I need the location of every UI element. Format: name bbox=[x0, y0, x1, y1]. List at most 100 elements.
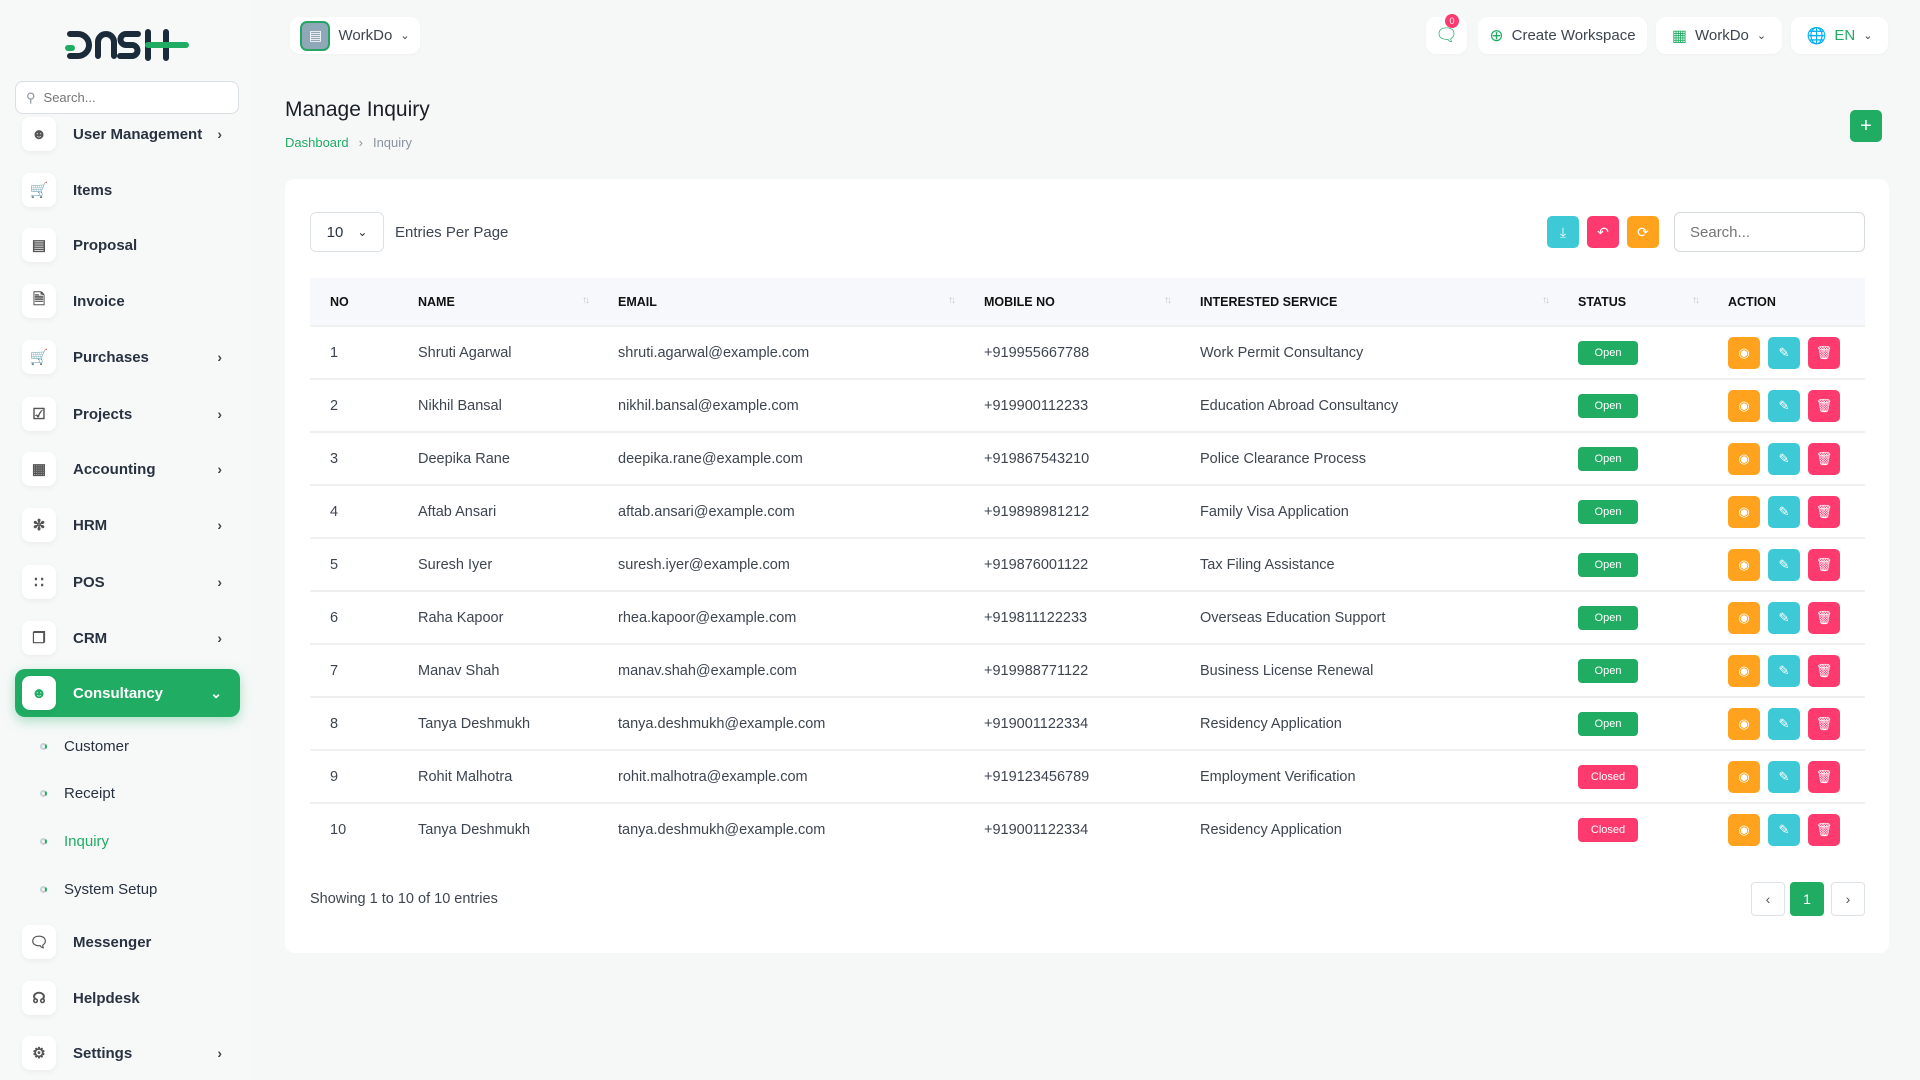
edit-button[interactable]: ✎ bbox=[1768, 389, 1800, 422]
view-button[interactable]: ◉ bbox=[1728, 495, 1760, 528]
sidebar-item-label: Purchases bbox=[73, 348, 149, 366]
sidebar-item-consultancy[interactable]: ☻ Consultancy ⌄ bbox=[15, 669, 240, 717]
sidebar-subitem-inquiry[interactable]: Inquiry bbox=[40, 826, 109, 856]
page-title: Manage Inquiry bbox=[285, 98, 430, 121]
cell-mobile: +919867543210 bbox=[964, 431, 1180, 485]
table-row: 4 Aftab Ansari aftab.ansari@example.com +91… bbox=[310, 484, 1865, 538]
sidebar-subitem-receipt[interactable]: Receipt bbox=[40, 778, 115, 808]
view-button[interactable]: ◉ bbox=[1728, 654, 1760, 687]
entries-per-page-label: Entries Per Page bbox=[395, 224, 509, 241]
refresh-icon: ⟳ bbox=[1637, 223, 1649, 240]
sidebar-item-hrm[interactable]: ✼ HRM › bbox=[15, 501, 240, 549]
pencil-icon: ✎ bbox=[1778, 715, 1790, 731]
delete-button[interactable]: 🗑 bbox=[1808, 814, 1840, 846]
pagination-prev[interactable]: ‹ bbox=[1751, 882, 1785, 916]
table-search-input[interactable] bbox=[1674, 212, 1865, 252]
sidebar-item-messenger[interactable]: 🗨 Messenger bbox=[15, 918, 240, 966]
delete-button[interactable]: 🗑 bbox=[1808, 336, 1840, 369]
edit-button[interactable]: ✎ bbox=[1768, 336, 1800, 369]
create-workspace-button[interactable]: ⊕ Create Workspace bbox=[1478, 17, 1647, 54]
sidebar-item-invoice[interactable]: 🗎 Invoice bbox=[15, 277, 240, 325]
edit-button[interactable]: ✎ bbox=[1768, 601, 1800, 634]
view-button[interactable]: ◉ bbox=[1728, 389, 1760, 422]
view-button[interactable]: ◉ bbox=[1728, 442, 1760, 475]
trash-icon: 🗑 bbox=[1815, 609, 1833, 625]
column-header-status[interactable]: STATUS ↑↓ bbox=[1558, 278, 1708, 326]
cell-mobile: +919900112233 bbox=[964, 378, 1180, 432]
view-button[interactable]: ◉ bbox=[1728, 601, 1760, 634]
chat-button[interactable]: 🗨 0 bbox=[1426, 14, 1467, 54]
message-icon: 🗨 bbox=[22, 925, 56, 959]
eye-icon: ◉ bbox=[1738, 715, 1750, 731]
users-icon: ☻ bbox=[22, 117, 56, 151]
cell-mobile: +919898981212 bbox=[964, 484, 1180, 538]
sidebar-subitem-system-setup[interactable]: System Setup bbox=[40, 874, 157, 904]
edit-button[interactable]: ✎ bbox=[1768, 495, 1800, 528]
chevron-down-icon: ⌄ bbox=[357, 225, 368, 239]
cell-mobile: +919001122334 bbox=[964, 696, 1180, 750]
view-button[interactable]: ◉ bbox=[1728, 336, 1760, 369]
reset-button[interactable]: ↶ bbox=[1587, 216, 1619, 248]
sort-icon: ↑↓ bbox=[582, 295, 590, 306]
sort-icon: ↑↓ bbox=[1164, 295, 1172, 306]
sidebar-subitem-customer[interactable]: Customer bbox=[40, 731, 129, 761]
delete-button[interactable]: 🗑 bbox=[1808, 601, 1840, 634]
sidebar-item-proposal[interactable]: ▤ Proposal bbox=[15, 221, 240, 269]
pagination-next[interactable]: › bbox=[1831, 882, 1865, 916]
edit-button[interactable]: ✎ bbox=[1768, 442, 1800, 475]
sidebar-item-projects[interactable]: ☑ Projects › bbox=[15, 390, 240, 438]
delete-button[interactable]: 🗑 bbox=[1808, 389, 1840, 422]
edit-button[interactable]: ✎ bbox=[1768, 654, 1800, 687]
sidebar-item-settings[interactable]: ⚙ Settings › bbox=[15, 1029, 240, 1077]
cell-mobile: +919123456789 bbox=[964, 749, 1180, 803]
sidebar-item-items[interactable]: 🛒 Items bbox=[15, 166, 240, 214]
column-header-interested-service[interactable]: INTERESTED SERVICE ↑↓ bbox=[1180, 278, 1558, 326]
edit-button[interactable]: ✎ bbox=[1768, 707, 1800, 740]
sidebar-search[interactable]: ⚲ bbox=[15, 81, 239, 114]
language-dropdown[interactable]: 🌐 EN ⌄ bbox=[1791, 17, 1888, 54]
delete-button[interactable]: 🗑 bbox=[1808, 654, 1840, 687]
sidebar-item-purchases[interactable]: 🛒 Purchases › bbox=[15, 333, 240, 381]
sidebar-item-accounting[interactable]: ▦ Accounting › bbox=[15, 445, 240, 493]
delete-button[interactable]: 🗑 bbox=[1808, 495, 1840, 528]
view-button[interactable]: ◉ bbox=[1728, 707, 1760, 740]
delete-button[interactable]: 🗑 bbox=[1808, 548, 1840, 581]
column-header-mobile-no[interactable]: MOBILE NO ↑↓ bbox=[964, 278, 1180, 326]
workdo-dropdown[interactable]: ▦ WorkDo ⌄ bbox=[1656, 17, 1782, 54]
sidebar-item-pos[interactable]: ∷ POS › bbox=[15, 558, 240, 606]
table-row: 7 Manav Shah manav.shah@example.com +919988… bbox=[310, 643, 1865, 697]
pagination-page-1[interactable]: 1 bbox=[1790, 882, 1824, 916]
breadcrumb-dashboard[interactable]: Dashboard bbox=[285, 135, 349, 150]
trash-icon: 🗑 bbox=[1815, 503, 1833, 519]
column-header-email[interactable]: EMAIL ↑↓ bbox=[598, 278, 964, 326]
sidebar-item-user-management[interactable]: ☻ User Management › bbox=[15, 110, 240, 158]
delete-button[interactable]: 🗑 bbox=[1808, 442, 1840, 475]
cell-email: suresh.iyer@example.com bbox=[598, 537, 964, 591]
view-button[interactable]: ◉ bbox=[1728, 548, 1760, 581]
sidebar-item-helpdesk[interactable]: ☊ Helpdesk bbox=[15, 974, 240, 1022]
export-button[interactable]: ⤓ bbox=[1547, 216, 1579, 248]
cart-icon: 🛒 bbox=[22, 173, 56, 207]
edit-button[interactable]: ✎ bbox=[1768, 760, 1800, 793]
delete-button[interactable]: 🗑 bbox=[1808, 707, 1840, 740]
refresh-button[interactable]: ⟳ bbox=[1627, 216, 1659, 248]
add-inquiry-button[interactable]: + bbox=[1850, 110, 1882, 142]
delete-button[interactable]: 🗑 bbox=[1808, 760, 1840, 793]
cell-action: ◉ ✎ 🗑 bbox=[1708, 749, 1865, 803]
view-button[interactable]: ◉ bbox=[1728, 814, 1760, 846]
view-button[interactable]: ◉ bbox=[1728, 760, 1760, 793]
edit-button[interactable]: ✎ bbox=[1768, 548, 1800, 581]
sidebar-search-input[interactable] bbox=[43, 90, 214, 105]
eye-icon: ◉ bbox=[1738, 556, 1750, 572]
column-header-name[interactable]: NAME ↑↓ bbox=[398, 278, 598, 326]
plus-icon: + bbox=[1860, 114, 1872, 137]
entries-per-page-select[interactable]: 10 ⌄ bbox=[310, 212, 384, 252]
sidebar-item-crm[interactable]: ❐ CRM › bbox=[15, 614, 240, 662]
eye-icon: ◉ bbox=[1738, 768, 1750, 784]
gear-icon: ⚙ bbox=[22, 1036, 56, 1070]
dash-logo[interactable] bbox=[64, 28, 190, 67]
workspace-dropdown[interactable]: ▤ WorkDo ⌄ bbox=[290, 17, 420, 54]
edit-button[interactable]: ✎ bbox=[1768, 814, 1800, 846]
chat-badge: 0 bbox=[1445, 14, 1459, 28]
table-row: 1 Shruti Agarwal shruti.agarwal@example.co… bbox=[310, 325, 1865, 379]
